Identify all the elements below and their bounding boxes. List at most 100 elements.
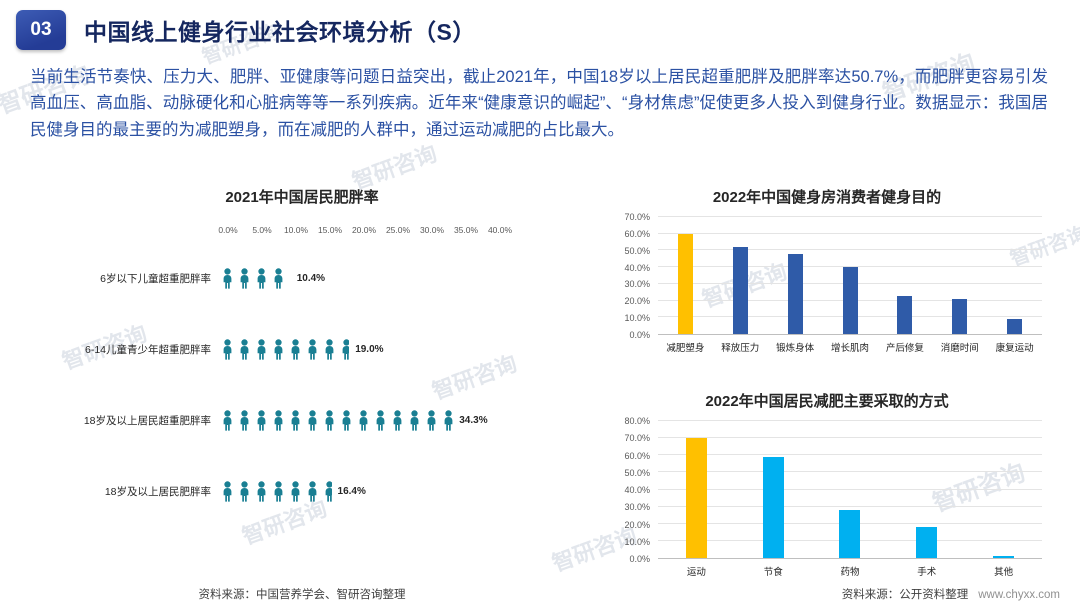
y-tick: 70.0% bbox=[624, 212, 650, 222]
person-icon bbox=[407, 409, 424, 432]
person-icon-partial bbox=[288, 268, 291, 290]
y-tick: 60.0% bbox=[624, 228, 650, 239]
gym-goals-bar-chart: 2022年中国健身房消费者健身目的 0.0% 10.0% 20.0% 30.0% 40.… bbox=[612, 186, 1042, 354]
x-tick: 5.0% bbox=[252, 225, 272, 235]
icon-strip bbox=[220, 480, 332, 503]
weight-loss-methods-bar-chart: 2022年中国居民减肥主要采取的方式 0.0% 10.0% 20.0% 30.0% 40… bbox=[612, 390, 1042, 578]
plot-column: 减肥塑身 释放压力 锻炼身体 增长肌肉 产后修复 消磨时间 康复运动 bbox=[658, 216, 1042, 354]
value-label: 10.4% bbox=[296, 273, 326, 284]
bar-column bbox=[877, 217, 932, 334]
bar bbox=[916, 527, 938, 558]
person-icon bbox=[254, 338, 271, 361]
y-axis-ticks: 0.0% 10.0% 20.0% 30.0% 40.0% 50.0% 60.0% 70.0% 8… bbox=[612, 416, 658, 564]
x-tick: 10.0% bbox=[283, 225, 309, 235]
gridline bbox=[658, 471, 1042, 473]
person-icon bbox=[254, 409, 271, 432]
person-icon bbox=[254, 267, 271, 290]
x-tick: 25.0% bbox=[385, 225, 411, 235]
bar-column bbox=[823, 217, 878, 334]
x-tick: 15.0% bbox=[317, 225, 343, 235]
chart-title-weight-loss: 2022年中国居民减肥主要采取的方式 bbox=[705, 393, 949, 410]
person-icon bbox=[356, 409, 373, 432]
person-icon bbox=[237, 338, 254, 361]
bar-column bbox=[713, 217, 768, 334]
person-icon bbox=[305, 480, 322, 503]
bar bbox=[842, 267, 858, 334]
value-label: 34.3% bbox=[459, 415, 488, 426]
icon-strip bbox=[220, 267, 291, 290]
gridline bbox=[658, 420, 1042, 421]
category-label: 6-14儿童青少年超重肥胖率 bbox=[84, 344, 211, 356]
gridline bbox=[658, 232, 1042, 234]
person-icon bbox=[271, 267, 288, 290]
y-tick: 80.0% bbox=[624, 416, 650, 426]
person-icon bbox=[339, 409, 356, 432]
chart-title-gym-goals: 2022年中国健身房消费者健身目的 bbox=[712, 189, 942, 206]
bar-column bbox=[888, 421, 965, 558]
chart-title-obesity: 2021年中国居民肥胖率 bbox=[225, 189, 379, 206]
person-icon bbox=[271, 338, 288, 361]
obesity-pictogram-chart: 2021年中国居民肥胖率 0.0% 5.0% 10.0% 15.0% 20.0% 25.0… bbox=[28, 186, 576, 527]
x-tick: 40.0% bbox=[487, 225, 513, 235]
person-icon bbox=[220, 409, 237, 432]
x-label: 减肥塑身 bbox=[666, 343, 705, 354]
x-label: 锻炼身体 bbox=[776, 343, 815, 354]
x-label: 节食 bbox=[763, 567, 783, 578]
bar bbox=[1007, 318, 1023, 334]
x-tick: 20.0% bbox=[351, 225, 377, 235]
bar-column bbox=[768, 217, 823, 334]
x-tick: 0.0% bbox=[218, 225, 238, 235]
person-icon bbox=[254, 480, 271, 503]
person-icon bbox=[373, 409, 390, 432]
x-axis-ticks: 0.0% 5.0% 10.0% 15.0% 20.0% 25.0% 30.0% 35.0% 40… bbox=[28, 225, 576, 237]
x-label: 运动 bbox=[686, 567, 706, 578]
category-label: 18岁及以上居民肥胖率 bbox=[104, 486, 211, 498]
plot-column: 运动 节食 药物 手术 其他 bbox=[658, 420, 1042, 578]
x-label: 释放压力 bbox=[721, 343, 760, 354]
y-tick: 40.0% bbox=[624, 262, 650, 273]
intro-paragraph: 当前生活节奏快、压力大、肥胖、亚健康等问题日益突出，截止2021年，中国18岁以… bbox=[30, 68, 1048, 139]
y-tick: 20.0% bbox=[624, 519, 650, 530]
gridline bbox=[658, 437, 1042, 439]
y-axis-ticks: 0.0% 10.0% 20.0% 30.0% 40.0% 50.0% 60.0% 70.0% bbox=[612, 212, 658, 340]
x-axis-labels: 运动 节食 药物 手术 其他 bbox=[658, 564, 1042, 578]
person-icon bbox=[288, 338, 305, 361]
bar-column bbox=[658, 421, 735, 558]
value-label: 16.4% bbox=[337, 486, 366, 497]
plot-area bbox=[658, 420, 1042, 559]
y-tick: 50.0% bbox=[624, 467, 650, 478]
icon-strip bbox=[220, 409, 453, 432]
bar-column bbox=[965, 421, 1042, 558]
x-label: 其他 bbox=[994, 567, 1014, 578]
person-icon-partial bbox=[441, 409, 453, 432]
x-label: 手术 bbox=[917, 567, 937, 578]
bar-column bbox=[932, 217, 987, 334]
y-tick: 70.0% bbox=[624, 433, 650, 444]
x-tick: 35.0% bbox=[453, 225, 479, 235]
bar bbox=[952, 298, 968, 334]
x-label: 消磨时间 bbox=[940, 343, 979, 354]
plot-area bbox=[658, 216, 1042, 335]
gridline bbox=[658, 249, 1042, 251]
pictogram-row: 18岁及以上居民超重肥胖率 34.3% bbox=[28, 385, 576, 456]
source-note-right: 资料来源：公开资料整理 www.chyxx.com bbox=[842, 586, 1060, 602]
person-icon bbox=[288, 480, 305, 503]
bar-column bbox=[812, 421, 889, 558]
y-tick: 10.0% bbox=[624, 536, 650, 547]
person-icon bbox=[322, 338, 339, 361]
bar bbox=[732, 247, 748, 334]
y-tick: 40.0% bbox=[624, 485, 650, 495]
category-label: 18岁及以上居民超重肥胖率 bbox=[83, 415, 211, 427]
bar bbox=[787, 253, 803, 334]
person-icon bbox=[322, 409, 339, 432]
bar-column bbox=[987, 217, 1042, 334]
chart-body: 0.0% 10.0% 20.0% 30.0% 40.0% 50.0% 60.0% 70.0% 8… bbox=[612, 416, 1042, 578]
person-icon-partial bbox=[339, 338, 350, 361]
person-icon bbox=[288, 409, 305, 432]
person-icon bbox=[220, 338, 237, 361]
gridline bbox=[658, 488, 1042, 490]
pictogram-row: 6-14儿童青少年超重肥胖率 19.0% bbox=[28, 314, 576, 385]
person-icon bbox=[237, 267, 254, 290]
person-icon bbox=[424, 409, 441, 432]
gridline bbox=[658, 266, 1042, 268]
